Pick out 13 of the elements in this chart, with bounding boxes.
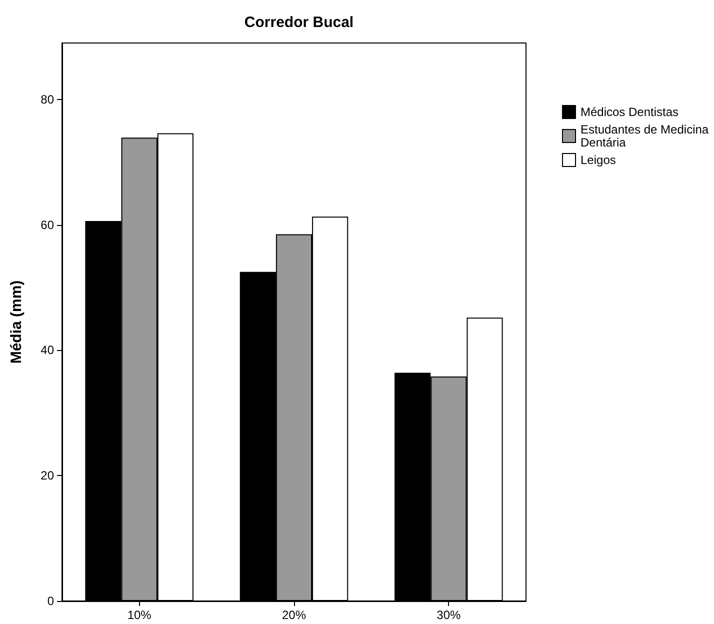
chart-title: Corredor Bucal [244,14,354,31]
y-axis-title: Média (mm) [8,280,25,364]
x-tick-label: 10% [127,608,152,622]
y-tick-label: 40 [40,343,54,358]
y-tick-label: 80 [40,92,54,106]
legend-label: Leigos [580,153,616,167]
x-tick-label: 20% [282,608,306,622]
legend-label: Estudantes de Medicina Dentária [580,122,712,150]
y-tick-label: 20 [40,468,54,483]
x-tick-label: 30% [436,608,461,622]
y-tick-label: 60 [40,218,54,232]
y-tick-label: 0 [47,594,54,608]
legend-label: Médicos Dentistas [580,105,679,119]
